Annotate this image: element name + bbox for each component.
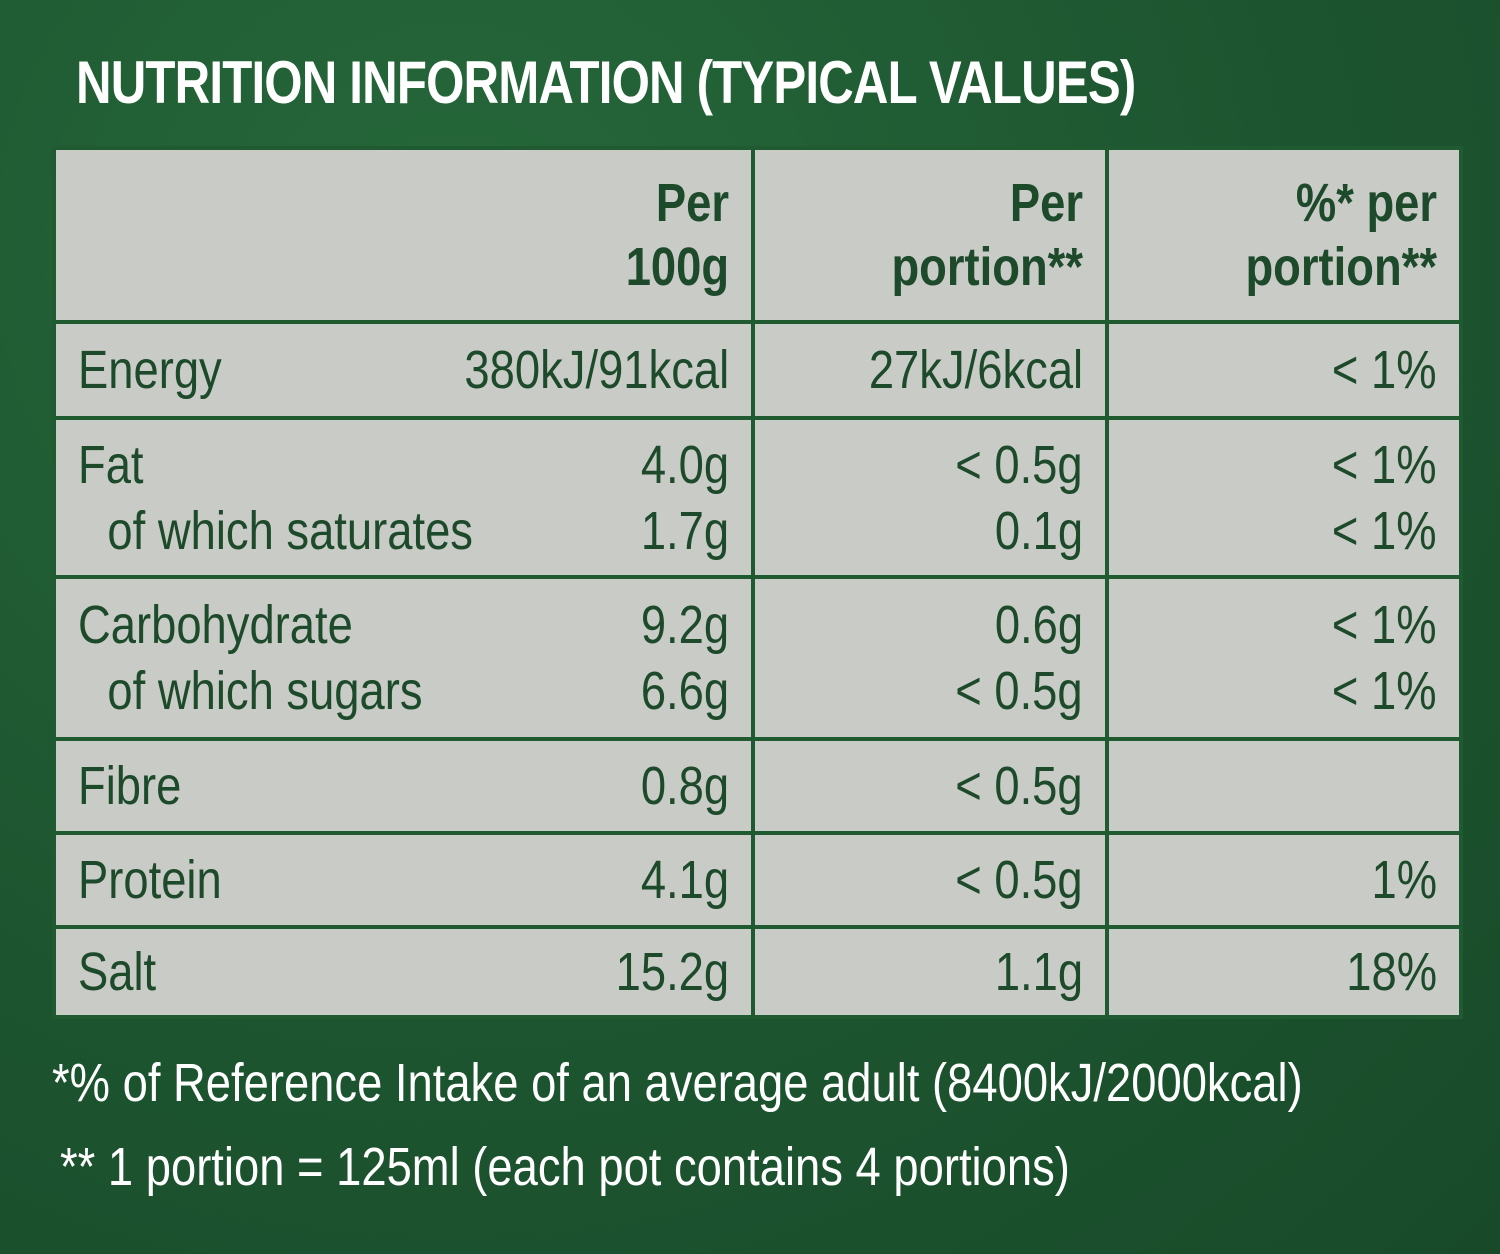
value-ri-cell: < 1% [1105, 320, 1463, 420]
value-ri-cell [1105, 737, 1463, 835]
header-per-100g: Per 100g [52, 146, 755, 324]
value-per-portion-cell: 27kJ/6kcal [751, 320, 1109, 420]
value-per-portion-cell: < 0.5g 0.1g [751, 416, 1109, 579]
value-per-portion: 0.6g [994, 595, 1083, 655]
header-ri-per-portion: %* per portion** [1105, 146, 1463, 324]
value-per-portion: < 0.5g [955, 850, 1083, 910]
value-per-100g: 1.7g [640, 500, 729, 561]
value-ri: 18% [1346, 942, 1437, 1002]
nutrient-label: Fat [78, 434, 144, 495]
header-per-portion: Per portion** [751, 146, 1109, 324]
table-row-carbohydrate: Carbohydrate 9.2g of which sugars 6.6g 0… [52, 575, 1463, 741]
header-per-portion-line1: Per [1009, 173, 1083, 233]
nutrition-table: Per 100g Per portion** %* per portion** … [52, 146, 1463, 1019]
nutrient-cell: Fibre 0.8g [52, 737, 755, 835]
nutrient-cell: Energy 380kJ/91kcal [52, 320, 755, 420]
nutrient-label: Carbohydrate [78, 595, 353, 655]
nutrient-label: Energy [78, 340, 222, 400]
value-per-portion-cell: < 0.5g [751, 737, 1109, 835]
nutrient-cell: Protein 4.1g [52, 831, 755, 929]
nutrition-title: NUTRITION INFORMATION (TYPICAL VALUES) [76, 49, 1136, 116]
sub-nutrient-label: of which saturates [107, 500, 473, 561]
value-per-portion-cell: 0.6g < 0.5g [751, 575, 1109, 741]
value-per-portion-cell: 1.1g [751, 925, 1109, 1019]
header-ri-line2: portion** [1245, 237, 1437, 297]
value-per-100g: 0.8g [640, 756, 729, 816]
value-per-portion-cell: < 0.5g [751, 831, 1109, 929]
table-row-protein: Protein 4.1g < 0.5g 1% [52, 831, 1463, 929]
value-per-100g: 380kJ/91kcal [464, 340, 729, 400]
header-ri-line1: %* per [1295, 173, 1437, 233]
nutrient-label: Fibre [78, 756, 182, 816]
value-per-100g: 15.2g [615, 942, 729, 1002]
value-per-portion: < 0.5g [955, 661, 1083, 721]
value-ri: 1% [1371, 850, 1437, 910]
value-per-100g: 6.6g [640, 661, 729, 721]
nutrient-label: Salt [78, 942, 157, 1002]
table-row-energy: Energy 380kJ/91kcal 27kJ/6kcal < 1% [52, 320, 1463, 420]
value-ri: < 1% [1332, 595, 1437, 655]
value-per-portion: < 0.5g [955, 434, 1083, 495]
value-ri-cell: 18% [1105, 925, 1463, 1019]
value-per-portion: 1.1g [994, 942, 1083, 1002]
table-row-fibre: Fibre 0.8g < 0.5g [52, 737, 1463, 835]
nutrient-cell: Salt 15.2g [52, 925, 755, 1019]
value-per-portion: 0.1g [994, 500, 1083, 561]
sub-nutrient-label: of which sugars [107, 661, 423, 721]
value-ri: < 1% [1332, 434, 1437, 495]
value-per-portion: < 0.5g [955, 756, 1083, 816]
footnote-portion-size: ** 1 portion = 125ml (each pot contains … [60, 1137, 1070, 1197]
header-per-100g-line2: 100g [625, 237, 729, 297]
nutrient-label: Protein [78, 850, 222, 910]
footnote-reference-intake: *% of Reference Intake of an average adu… [52, 1053, 1303, 1113]
value-ri: < 1% [1332, 340, 1437, 400]
value-per-100g: 4.1g [640, 850, 729, 910]
header-per-100g-line1: Per [655, 173, 729, 233]
value-ri: < 1% [1332, 500, 1437, 561]
value-per-100g: 9.2g [640, 595, 729, 655]
value-per-100g: 4.0g [640, 434, 729, 495]
table-row-salt: Salt 15.2g 1.1g 18% [52, 925, 1463, 1019]
value-ri: < 1% [1332, 661, 1437, 721]
nutrient-cell: Fat 4.0g of which saturates 1.7g [52, 416, 755, 579]
value-ri-cell: 1% [1105, 831, 1463, 929]
header-per-portion-line2: portion** [891, 237, 1083, 297]
value-per-portion: 27kJ/6kcal [868, 340, 1083, 400]
table-row-fat: Fat 4.0g of which saturates 1.7g < 0.5g … [52, 416, 1463, 579]
value-ri-cell: < 1% < 1% [1105, 416, 1463, 579]
value-ri-cell: < 1% < 1% [1105, 575, 1463, 741]
nutrient-cell: Carbohydrate 9.2g of which sugars 6.6g [52, 575, 755, 741]
header-row: Per 100g Per portion** %* per portion** [52, 146, 1463, 324]
